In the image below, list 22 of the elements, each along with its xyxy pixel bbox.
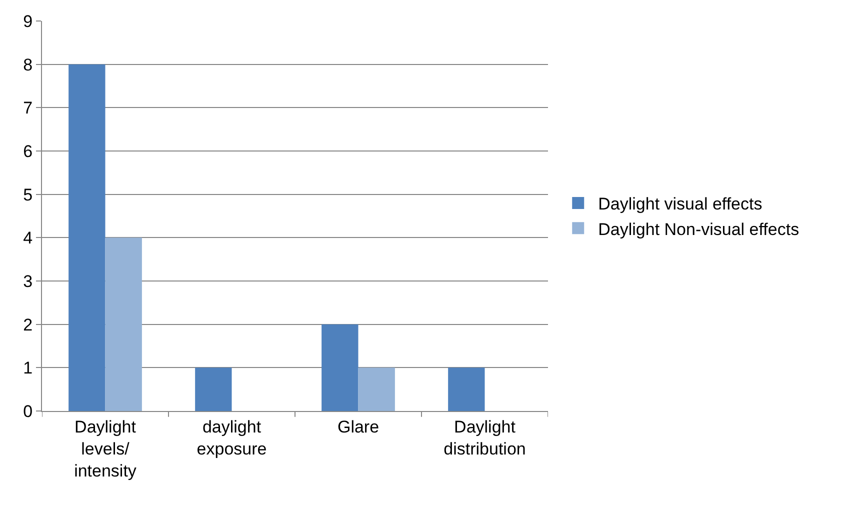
bar (105, 238, 142, 411)
bar (68, 64, 106, 411)
y-tick-label: 3 (23, 272, 33, 291)
y-tick-label: 0 (23, 402, 33, 421)
bar (322, 324, 358, 411)
y-tick-label: 5 (23, 185, 33, 204)
x-tick-label: Daylight distribution (444, 417, 526, 458)
x-tick-label: Daylight levels/ intensity (74, 417, 137, 481)
y-tick-label: 7 (23, 98, 33, 118)
x-tick-label: daylight exposure (196, 417, 267, 458)
bar (195, 368, 232, 411)
y-tick-label: 1 (23, 358, 33, 378)
y-tick-label: 4 (23, 228, 33, 248)
y-tick-label: 2 (23, 315, 33, 334)
bar (358, 368, 395, 411)
y-tick-label: 9 (23, 12, 33, 31)
legend-label: Daylight visual effects (598, 194, 762, 214)
y-tick-label: 8 (23, 55, 33, 74)
x-tick-label: Glare (337, 417, 380, 436)
y-tick-label: 6 (23, 142, 33, 161)
legend-label: Daylight Non-visual effects (598, 220, 800, 239)
bar (448, 368, 485, 411)
